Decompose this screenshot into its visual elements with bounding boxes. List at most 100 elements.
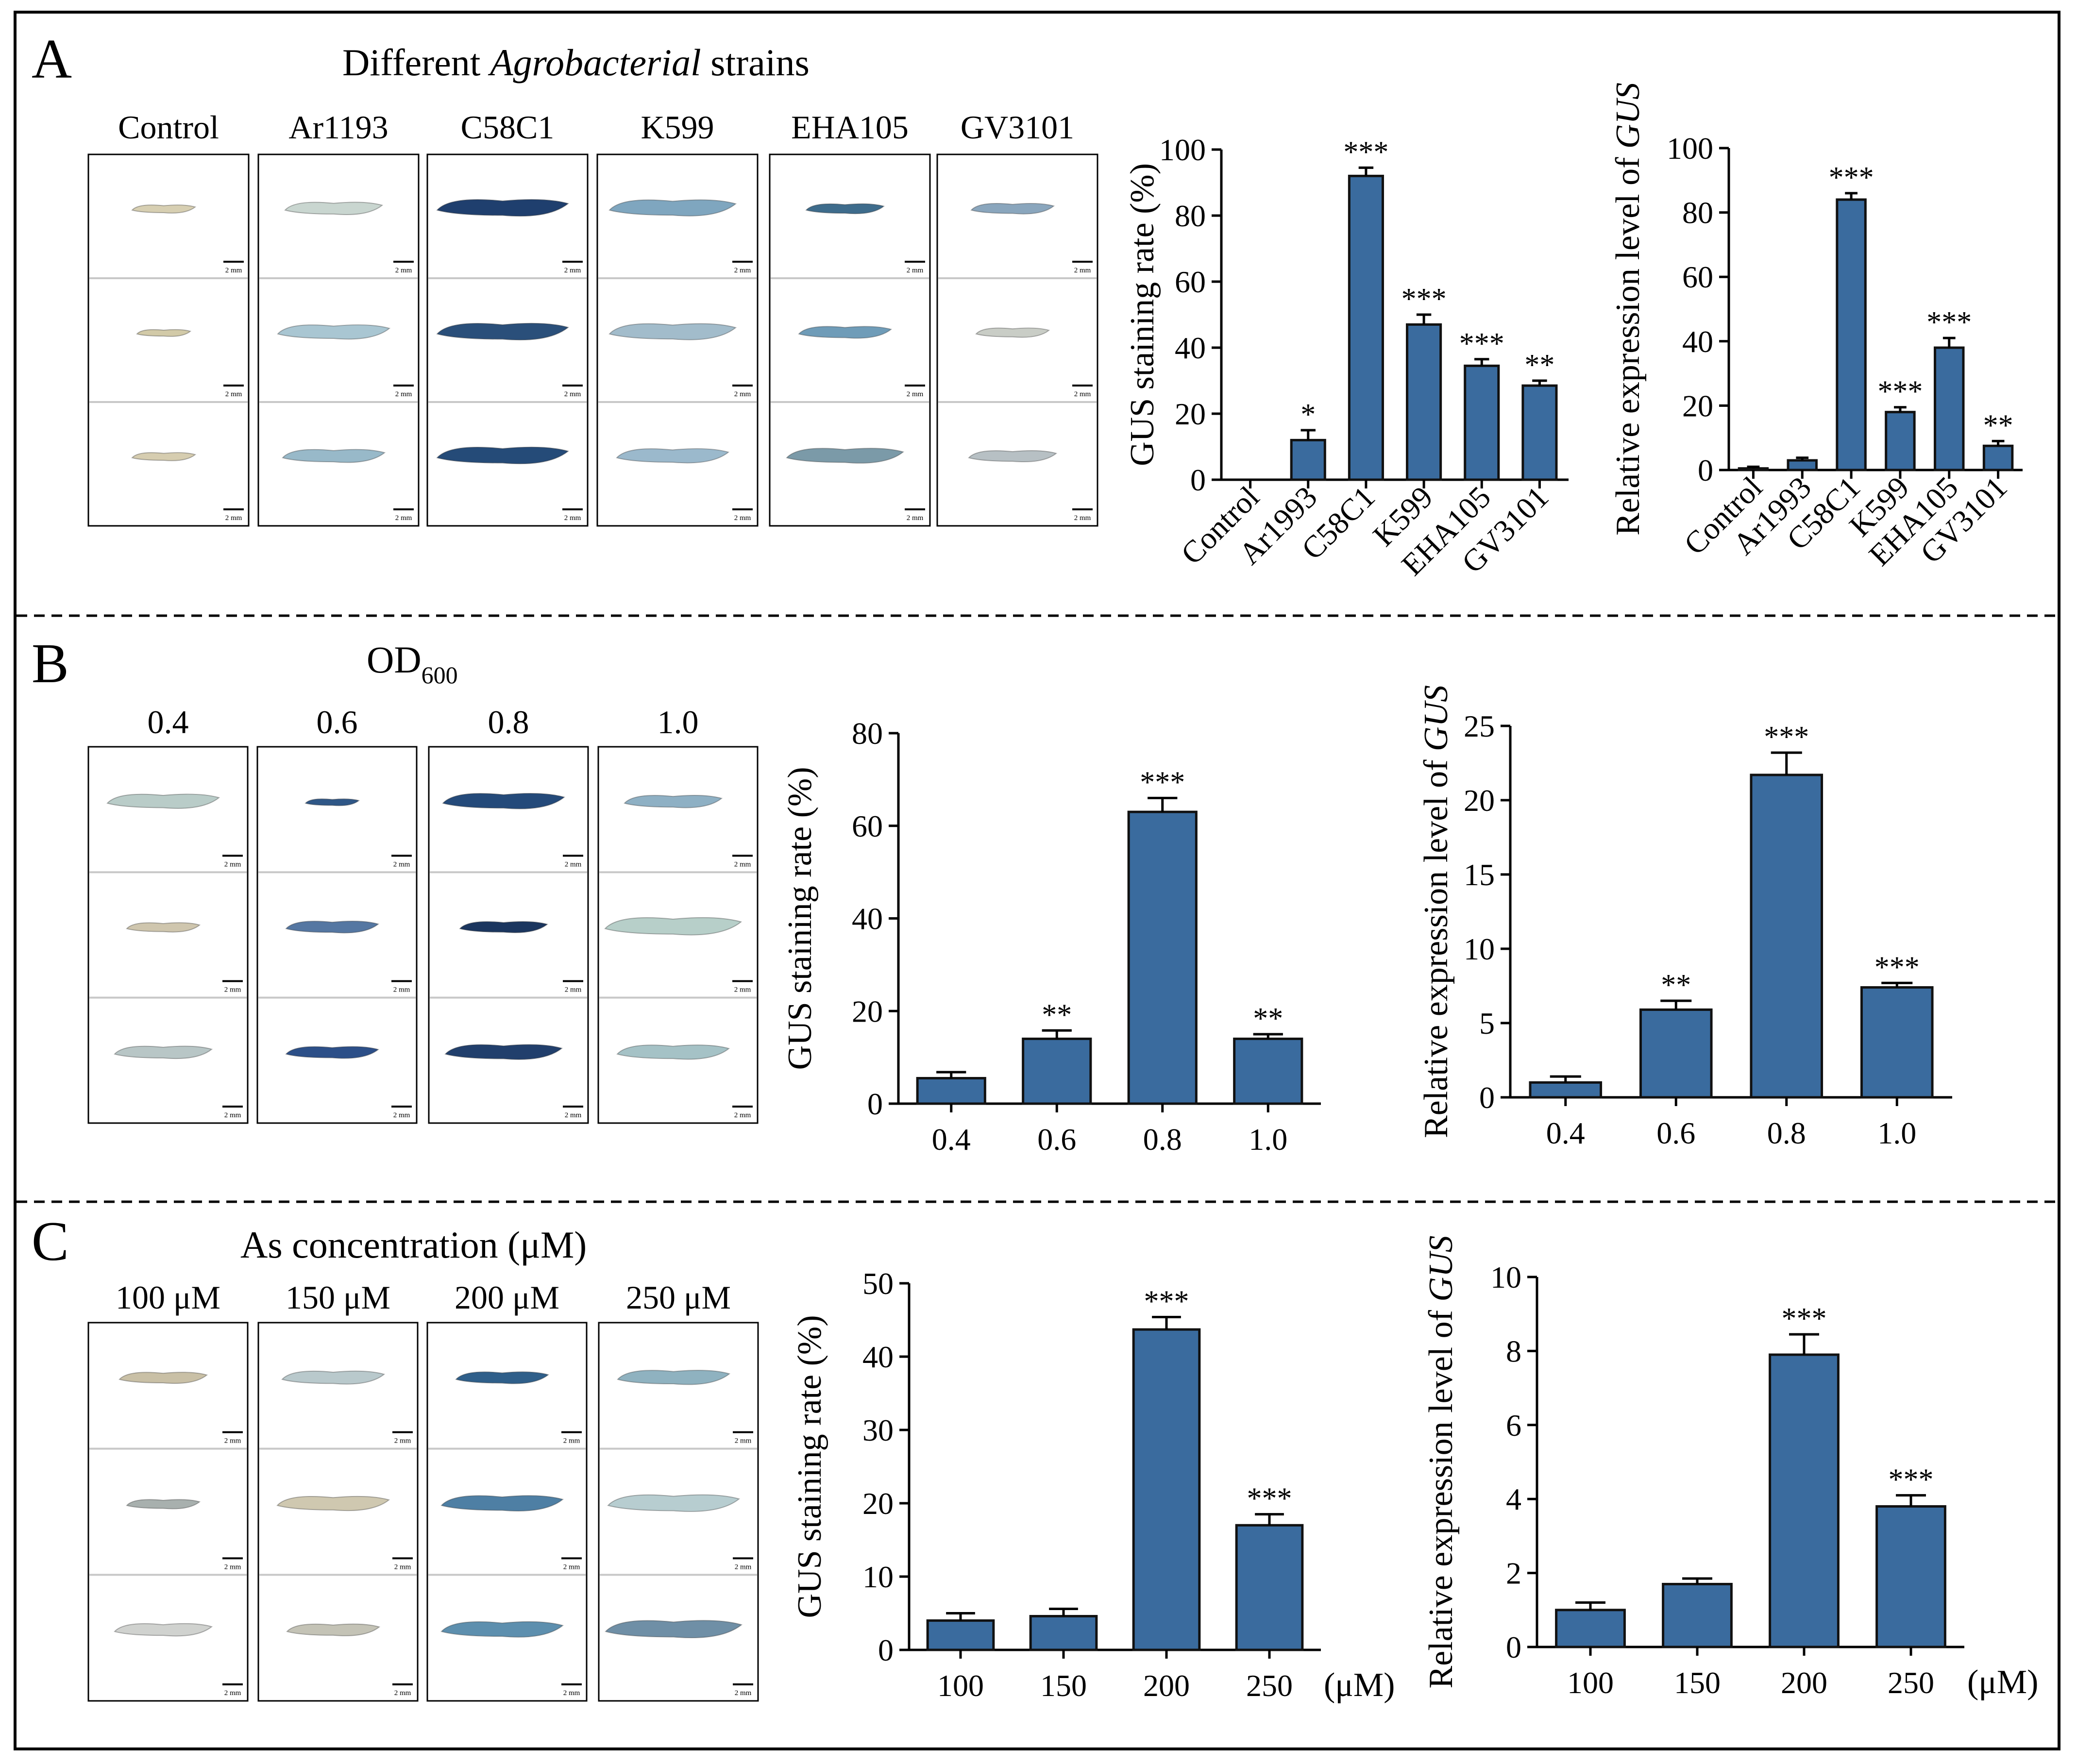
c-expression-y-tick-label: 2 — [1506, 1556, 1521, 1591]
panel-a-scale-label: 2 mm — [395, 514, 412, 522]
c-staining-y-tick-label: 50 — [862, 1266, 894, 1301]
c-staining-x-tick-label: 200 — [1143, 1668, 1190, 1703]
panel-b-title-sub: 600 — [422, 661, 458, 689]
panel-a-column-3: C58C1 2 mm 2 mm 2 mm — [426, 109, 589, 527]
panel-b-specimen-shape — [444, 1044, 563, 1060]
a-staining-bar-3 — [1348, 174, 1384, 481]
panel-a-specimen-shape — [136, 329, 192, 337]
a-expression-y-tick-label: 100 — [1667, 131, 1713, 166]
a-expression-bar-3 — [1836, 198, 1867, 471]
panel-c-scale-label: 2 mm — [735, 1689, 752, 1697]
a-expression-chart: 020406080100ControlAr1993***C58C1***K599… — [1609, 83, 2023, 572]
a-staining-y-axis-label-text: GUS staining rate (%) — [1124, 163, 1161, 466]
panel-a-specimen — [608, 323, 737, 340]
a-staining-bar-6 — [1521, 384, 1558, 481]
a-staining-y-tick-label: 20 — [1175, 397, 1206, 431]
panel-b-scale-label: 2 mm — [393, 1111, 410, 1119]
a-staining-y-tick-label: 0 — [1190, 463, 1206, 497]
panel-b-specimen — [126, 922, 201, 933]
panel-a-scale-label: 2 mm — [734, 390, 751, 398]
panel-c-specimen — [455, 1371, 550, 1384]
panel-c-column-1: 100 μM 2 mm 2 mm 2 mm — [87, 1279, 249, 1702]
b-expression-bar-3 — [1750, 773, 1824, 1099]
panel-a-specimen-shape — [277, 324, 391, 340]
b-expression-bar-1 — [1529, 1081, 1603, 1099]
panel-a-specimen-shape — [131, 452, 197, 461]
panel-b-scale-label: 2 mm — [393, 860, 410, 868]
c-expression-y-tick-label: 0 — [1506, 1630, 1521, 1664]
panel-a-specimen-shape — [131, 204, 197, 214]
a-expression-y-axis-label-italic: GUS — [1609, 83, 1647, 149]
b-staining-bar-2 — [1022, 1037, 1092, 1105]
a-staining-y-tick-label: 40 — [1175, 331, 1206, 365]
panel-c-specimen — [607, 1494, 741, 1512]
panel-c-specimen — [440, 1621, 564, 1638]
panel-a-photo-frame-1 — [87, 153, 250, 527]
panel-a-column-label-2: Ar1193 — [288, 109, 388, 146]
panel-a-specimen — [136, 329, 192, 337]
panel-c-specimen-shape — [440, 1621, 564, 1638]
b-expression-y-axis-label-italic: GUS — [1418, 685, 1455, 751]
c-staining-chart: 0 10 20 30 40 50 100 150 *** 200 *** 250 (μM) GUS sta… — [791, 1266, 1395, 1704]
panel-a-scale-label: 2 mm — [225, 514, 242, 522]
panel-a-scale-label: 2 mm — [225, 390, 242, 398]
panel-a-scale-label: 2 mm — [1074, 390, 1091, 398]
c-expression-bar-2 — [1662, 1582, 1733, 1648]
c-expression-y-axis-label-italic: GUS — [1422, 1235, 1460, 1301]
panel-a-photo-frame-2 — [257, 153, 420, 527]
panel-a-specimen — [131, 204, 197, 214]
panel-c-specimen — [286, 1623, 381, 1636]
c-expression-y-axis-label-text: Relative expression level of — [1422, 1302, 1460, 1689]
panel-a-column-4: K599 2 mm 2 mm 2 mm — [596, 109, 759, 527]
c-staining-y-tick-label: 40 — [862, 1340, 894, 1374]
panel-b-scale-label: 2 mm — [393, 986, 410, 994]
panel-a-specimen-shape — [608, 323, 737, 340]
panel-a-scale-label: 2 mm — [564, 390, 581, 398]
b-expression-x-tick-label: 0.4 — [1546, 1116, 1585, 1150]
panel-b-scale-label: 2 mm — [734, 986, 751, 994]
panel-b-specimen-shape — [459, 921, 549, 933]
c-staining-y-tick-label: 30 — [862, 1413, 894, 1447]
panel-a-specimen-shape — [616, 448, 730, 464]
panel-c-column-label-1: 100 μM — [116, 1279, 220, 1316]
c-expression-x-tick-label: 250 — [1888, 1665, 1934, 1700]
panel-c-specimen-shape — [281, 1370, 386, 1385]
panel-c-specimen — [118, 1372, 208, 1384]
b-expression-significance-label: *** — [1764, 721, 1809, 754]
b-expression-bar-4 — [1860, 986, 1934, 1099]
b-staining-bar-1 — [916, 1077, 986, 1105]
panel-c-photo-frame-4 — [598, 1322, 759, 1702]
panel-c-scale-label: 2 mm — [563, 1689, 580, 1697]
panel-c-specimen — [276, 1495, 390, 1512]
panel-c-column-2: 150 μM 2 mm 2 mm 2 mm — [257, 1279, 419, 1702]
panel-c-specimen — [126, 1499, 201, 1510]
a-expression-y-tick-label: 40 — [1682, 324, 1713, 359]
panel-a-title-prefix: Different — [342, 41, 490, 84]
b-expression-y-tick-label: 5 — [1479, 1006, 1495, 1041]
panel-a-specimen — [436, 199, 570, 217]
b-staining-y-tick-label: 20 — [852, 994, 883, 1028]
b-expression-y-axis-label-text: Relative expression level of — [1418, 751, 1455, 1138]
b-expression-y-tick-label: 15 — [1464, 857, 1495, 892]
panel-b-scale-label: 2 mm — [565, 986, 582, 994]
panel-c-scale-label: 2 mm — [563, 1437, 580, 1445]
a-staining-y-tick-label: 60 — [1175, 265, 1206, 299]
panel-a-specimen-shape — [282, 449, 386, 463]
b-expression-y-axis-label: Relative expression level of GUS — [1418, 685, 1455, 1138]
panel-c-photo-frame-3 — [426, 1322, 588, 1702]
panel-c-photo-frame-1 — [87, 1322, 249, 1702]
a-staining-bar-4 — [1406, 323, 1442, 481]
panel-a-specimen — [786, 448, 905, 464]
b-staining-x-tick-label: 1.0 — [1249, 1122, 1287, 1157]
c-expression-y-tick-label: 8 — [1506, 1334, 1521, 1368]
panel-c-specimen — [440, 1495, 564, 1512]
panel-b-specimen-shape — [304, 798, 360, 806]
panel-b-specimen — [285, 921, 380, 934]
panel-a-column-6: GV3101 2 mm 2 mm 2 mm — [936, 109, 1098, 527]
c-expression-x-unit-label: (μM) — [1967, 1663, 2038, 1701]
b-staining-y-tick-label: 60 — [852, 809, 883, 843]
panel-a-scale-label: 2 mm — [907, 267, 924, 274]
panel-c-specimen-shape — [455, 1371, 550, 1384]
panel-c-title: As concentration (μM) — [240, 1224, 587, 1266]
panel-c-specimen-shape — [607, 1494, 741, 1512]
